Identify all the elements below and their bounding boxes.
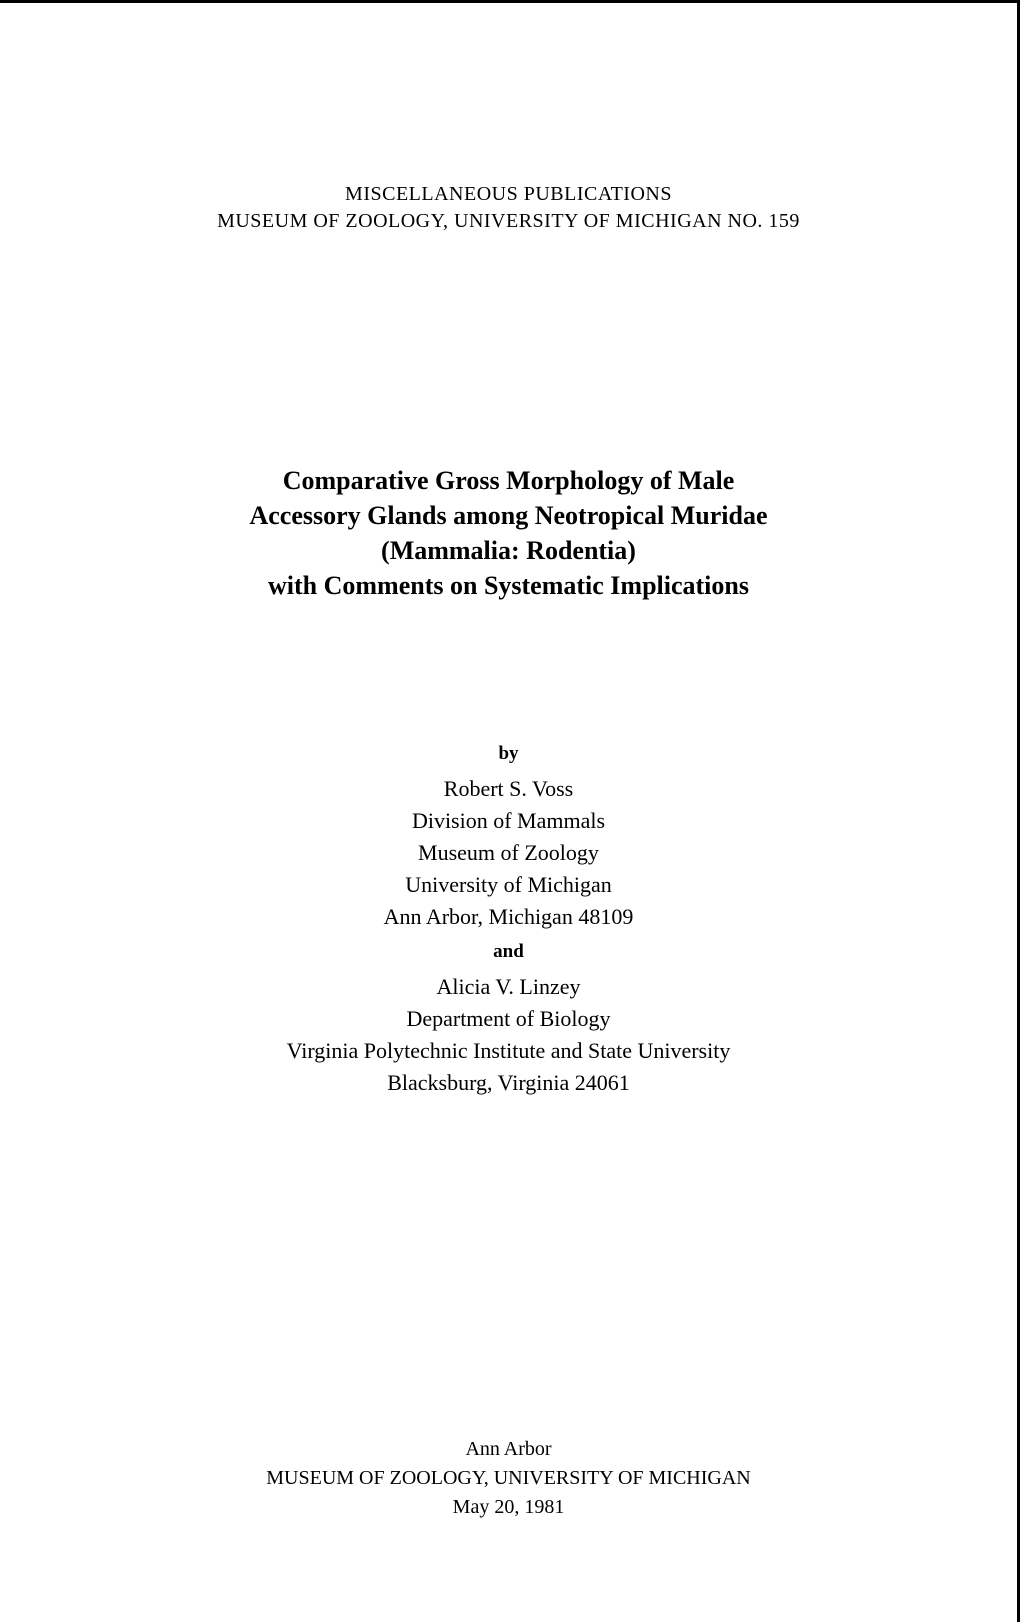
- page-container: MISCELLANEOUS PUBLICATIONS MUSEUM OF ZOO…: [0, 3, 1017, 1622]
- author-1-affiliation-3: University of Michigan: [100, 869, 917, 901]
- author-1-name: Robert S. Voss: [100, 773, 917, 805]
- author-2-affiliation-3: Blacksburg, Virginia 24061: [100, 1067, 917, 1099]
- author-2-block: Alicia V. Linzey Department of Biology V…: [100, 971, 917, 1099]
- author-1-affiliation-2: Museum of Zoology: [100, 837, 917, 869]
- by-label: by: [100, 743, 917, 765]
- series-title: MISCELLANEOUS PUBLICATIONS: [100, 183, 917, 206]
- authors-section: by Robert S. Voss Division of Mammals Mu…: [100, 743, 917, 1098]
- series-header: MISCELLANEOUS PUBLICATIONS MUSEUM OF ZOO…: [100, 183, 917, 233]
- series-institution: MUSEUM OF ZOOLOGY, UNIVERSITY OF MICHIGA…: [100, 210, 917, 233]
- footer-section: Ann Arbor MUSEUM OF ZOOLOGY, UNIVERSITY …: [100, 1435, 917, 1522]
- author-2-name: Alicia V. Linzey: [100, 971, 917, 1003]
- author-2-affiliation-2: Virginia Polytechnic Institute and State…: [100, 1035, 917, 1067]
- title-line-3: (Mammalia: Rodentia): [100, 533, 917, 568]
- title-line-2: Accessory Glands among Neotropical Murid…: [100, 498, 917, 533]
- title-line-4: with Comments on Systematic Implications: [100, 568, 917, 603]
- and-label: and: [100, 941, 917, 963]
- author-1-block: Robert S. Voss Division of Mammals Museu…: [100, 773, 917, 932]
- footer-institution: MUSEUM OF ZOOLOGY, UNIVERSITY OF MICHIGA…: [100, 1464, 917, 1493]
- footer-location: Ann Arbor: [100, 1435, 917, 1464]
- author-1-affiliation-1: Division of Mammals: [100, 805, 917, 837]
- title-line-1: Comparative Gross Morphology of Male: [100, 463, 917, 498]
- author-2-affiliation-1: Department of Biology: [100, 1003, 917, 1035]
- main-title: Comparative Gross Morphology of Male Acc…: [100, 463, 917, 603]
- footer-date: May 20, 1981: [100, 1493, 917, 1522]
- author-1-affiliation-4: Ann Arbor, Michigan 48109: [100, 901, 917, 933]
